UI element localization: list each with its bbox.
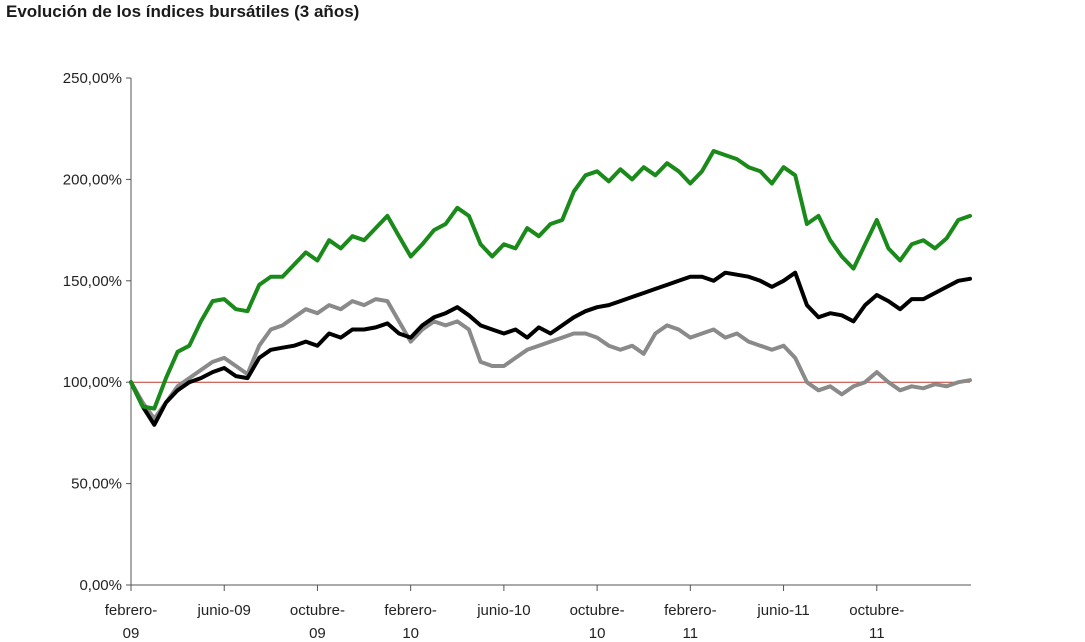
y-tick-label: 150,00% — [63, 273, 122, 290]
y-tick-label: 50,00% — [71, 476, 122, 493]
x-tick-label: junio-10 — [476, 602, 530, 619]
x-tick-label: octubre- — [290, 602, 345, 619]
x-tick-label: octubre- — [570, 602, 625, 619]
chart-title: Evolución de los índices bursátiles (3 a… — [6, 2, 360, 21]
series-line-2 — [129, 297, 972, 421]
y-tick-label: 0,00% — [79, 577, 122, 594]
x-tick-label: junio-09 — [197, 602, 251, 619]
x-tick-label: octubre- — [849, 602, 904, 619]
y-tick-label: 200,00% — [63, 171, 122, 188]
x-tick-label: febrero- — [664, 602, 717, 619]
x-tick-label-line2: 10 — [589, 625, 606, 642]
x-tick-label: febrero- — [105, 602, 158, 619]
x-tick-label: junio-11 — [756, 602, 809, 619]
series-line-0 — [129, 149, 972, 411]
x-tick-label-line2: 10 — [402, 625, 419, 642]
x-tick-label: febrero- — [384, 602, 437, 619]
x-tick-label-line2: 11 — [869, 625, 885, 642]
series-layer — [129, 149, 972, 427]
y-tick-label: 100,00% — [63, 374, 122, 391]
x-tick-label-line2: 11 — [683, 625, 699, 642]
x-tick-label-line2: 09 — [309, 625, 326, 642]
axes: 0,00% 50,00% 100,00% 150,00% 200,00% 250,00% f… — [63, 70, 971, 642]
y-tick-label: 250,00% — [63, 70, 122, 87]
series-line-1 — [129, 270, 972, 427]
x-tick-label-line2: 09 — [123, 625, 140, 642]
